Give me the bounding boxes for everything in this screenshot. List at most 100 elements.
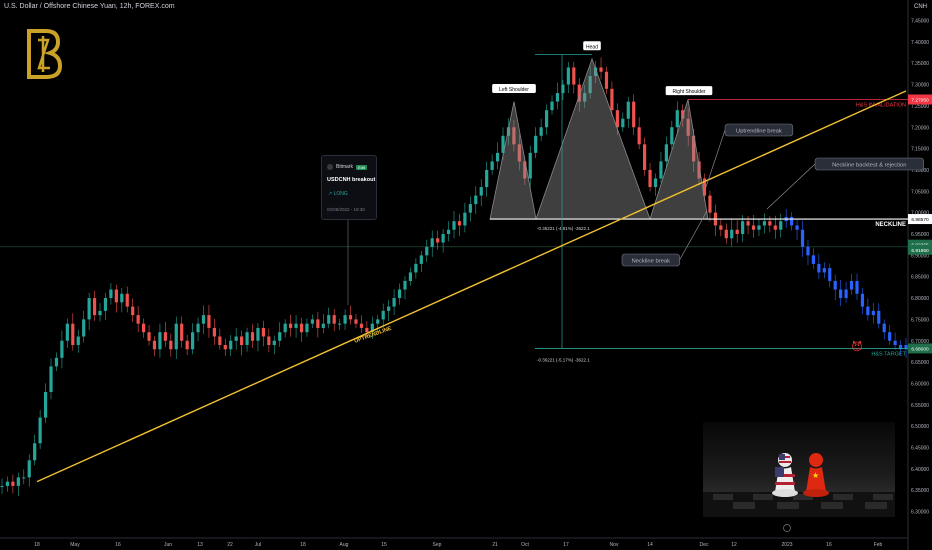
candle-body	[741, 221, 745, 234]
candle-body	[670, 127, 674, 145]
candle-body	[474, 195, 478, 205]
y-tick-label: 7.00000	[911, 211, 929, 217]
candle-body	[637, 127, 641, 145]
candle-body	[773, 225, 777, 230]
y-tick-label: 7.15000	[911, 147, 929, 153]
candle-body	[310, 319, 315, 324]
chart-title: U.S. Dollar / Offshore Chinese Yuan, 12h…	[4, 3, 175, 10]
candle-body	[664, 144, 668, 162]
candle-body	[109, 289, 113, 299]
avatar	[327, 164, 333, 170]
candle-body	[267, 336, 271, 346]
candle-body	[817, 263, 821, 273]
candle-body	[648, 169, 652, 188]
candle-body	[65, 323, 69, 341]
candle-body	[839, 289, 843, 299]
candle-body	[125, 293, 129, 307]
candle-body	[338, 323, 342, 325]
candle-body	[305, 323, 309, 333]
candle-body	[5, 481, 10, 486]
candle-body	[615, 110, 619, 128]
candle-body	[506, 127, 511, 136]
time-marker-icon[interactable]	[783, 524, 791, 532]
y-tick-label: 7.30000	[911, 83, 929, 89]
edit-badge[interactable]: Edit	[355, 164, 367, 170]
y-tick-label: 6.65000	[911, 360, 929, 366]
candle-body	[240, 336, 244, 346]
candle-body	[38, 417, 42, 444]
y-tick-label: 6.60000	[911, 381, 929, 387]
candle-body	[212, 327, 216, 337]
candle-body	[71, 323, 75, 346]
candle-body	[229, 340, 233, 350]
candle-body	[430, 238, 434, 247]
candle-body	[131, 306, 135, 316]
neckline-backtest-callout: Neckline backtest & rejection	[832, 163, 906, 169]
candle-body	[882, 323, 886, 333]
candle-body	[152, 340, 157, 350]
post-info-card[interactable]: Bitmark Edit USDCNH breakout ↗ LONG 02/0…	[321, 155, 377, 220]
y-tick-label: 7.35000	[911, 61, 929, 67]
y-tick-label: 7.45000	[911, 19, 929, 25]
candle-body	[844, 289, 848, 299]
candle-body	[583, 93, 587, 102]
candle-body	[283, 323, 287, 333]
candle-body	[376, 319, 380, 324]
candle-body	[191, 332, 195, 350]
candle-body	[272, 340, 276, 346]
right-shoulder-label-box	[665, 86, 713, 96]
current-price-tag-2: 6.91860	[911, 248, 929, 254]
candle-body	[180, 323, 184, 341]
candle-body	[223, 345, 227, 350]
candle-body	[702, 178, 707, 196]
candle-body	[441, 234, 445, 243]
x-tick-label: 22	[227, 542, 233, 548]
candle-body	[528, 152, 532, 179]
candle-body	[147, 332, 151, 341]
candle-body	[681, 110, 685, 119]
candle-body	[490, 161, 494, 170]
candle-body	[697, 161, 701, 179]
candle-body	[22, 477, 26, 479]
left-shoulder-label: Left Shoulder	[499, 87, 529, 93]
y-tick-label: 6.35000	[911, 488, 929, 494]
candle-body	[332, 315, 336, 324]
target-price-tag: 6.68000	[911, 346, 929, 352]
post-title: USDCNH breakout	[327, 177, 376, 183]
candle-body	[621, 118, 625, 128]
chess-pawns-photo: ★	[703, 422, 895, 517]
candle-body	[517, 144, 521, 162]
y-tick-label: 7.05000	[911, 189, 929, 195]
candle-body	[261, 327, 265, 337]
candle-body	[419, 255, 423, 264]
candle-body	[321, 323, 325, 328]
candle-body	[327, 315, 331, 324]
candle-body	[632, 101, 636, 128]
measure-bottom-label: -0.36221 (-5.17%) -3622.1	[537, 357, 590, 362]
neckline-break-callout: Neckline break	[632, 259, 670, 265]
candle-body	[888, 332, 892, 341]
y-tick-label: 6.85000	[911, 275, 929, 281]
candle-body	[359, 323, 364, 328]
x-tick-label: Dec	[700, 542, 709, 548]
candle-body	[675, 110, 679, 128]
candle-body	[539, 127, 543, 136]
left-shoulder-label-box	[492, 83, 536, 93]
candle-body	[354, 319, 358, 324]
x-tick-label: 14	[647, 542, 653, 548]
candle-body	[218, 336, 222, 346]
current-price-tag-1-bg	[908, 239, 932, 250]
candle-body	[822, 268, 826, 273]
candle-body	[0, 485, 4, 487]
candle-body	[768, 221, 772, 226]
x-tick-label: 21	[492, 542, 498, 548]
uptrendline-break-callout: Uptrendline break	[736, 129, 782, 135]
x-tick-label: 18	[34, 542, 40, 548]
candle-body	[566, 67, 570, 85]
right-shoulder-label: Right Shoulder	[672, 89, 705, 95]
candle-body	[408, 272, 413, 281]
candle-body	[855, 280, 859, 294]
y-tick-label: 6.90000	[911, 253, 929, 259]
candle-body	[403, 280, 407, 290]
